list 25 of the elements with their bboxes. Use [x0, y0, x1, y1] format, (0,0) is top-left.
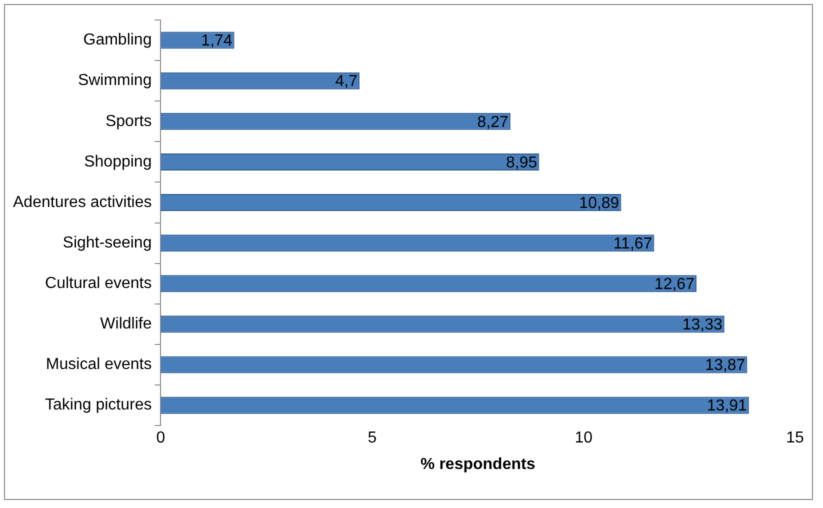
x-tick-label: 0 — [156, 430, 166, 447]
y-tick-label: Taking pictures — [45, 396, 152, 414]
data-label: 4,7 — [335, 73, 358, 90]
data-label: 13,91 — [706, 398, 748, 415]
data-label: 12,67 — [654, 276, 695, 294]
x-tick-label: 10 — [574, 430, 593, 447]
data-label: 1,74 — [201, 32, 232, 50]
y-tick-label: Adentures activities — [13, 194, 152, 211]
y-tick-label: Swimming — [78, 72, 152, 90]
y-tick-label: Wildlife — [100, 316, 152, 333]
x-tick-label: 5 — [368, 430, 377, 447]
y-tick-label: Shopping — [84, 153, 152, 170]
y-tick-label: Gambling — [83, 32, 152, 49]
x-tick-label: 15 — [786, 430, 804, 447]
y-tick-label: Sports — [105, 112, 152, 130]
data-label: 13,33 — [682, 316, 722, 334]
data-label: 8,95 — [506, 154, 538, 172]
y-tick-label: Sight-seeing — [62, 234, 152, 252]
data-label: 13,87 — [705, 357, 746, 374]
y-tick-label: Musical events — [46, 356, 152, 374]
data-label: 11,67 — [613, 235, 652, 252]
x-axis-title: % respondents — [420, 456, 536, 473]
data-label: 8,27 — [477, 114, 509, 131]
y-tick-label: Cultural events — [45, 275, 152, 292]
data-label: 10,89 — [579, 194, 620, 212]
